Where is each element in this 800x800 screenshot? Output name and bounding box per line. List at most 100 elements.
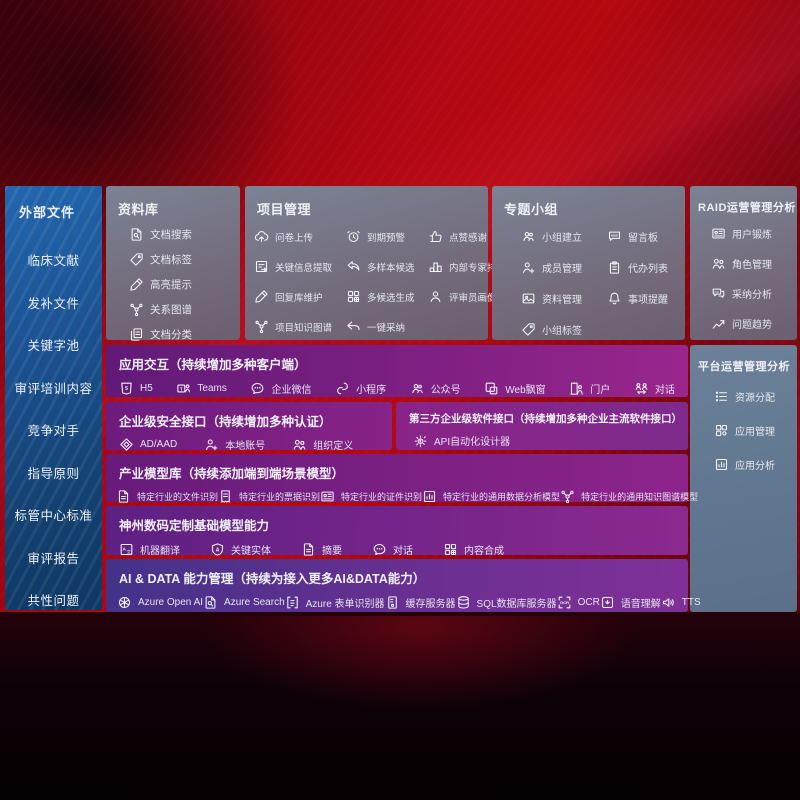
feature-item: 特定行业的证件识别 xyxy=(320,489,422,504)
feature-label: 资源分配 xyxy=(735,393,775,404)
feature-label: 内容合成 xyxy=(464,546,504,557)
feature-label: 项目知识图谱 xyxy=(275,322,333,334)
feature-item: AD/AAD xyxy=(119,437,177,452)
form-recognizer-icon xyxy=(285,595,300,610)
local-account-icon xyxy=(204,437,219,452)
svg-text:QA: QA xyxy=(714,290,719,294)
feature-item: 评审员画像 xyxy=(428,289,506,304)
feature-item: 资料管理 xyxy=(521,291,607,306)
azure-openai-icon xyxy=(117,595,132,610)
teams-icon: T xyxy=(176,381,191,396)
project-management-panel: 项目管理 问卷上传 到期预警 点赞感谢 xyxy=(245,186,506,340)
official-account-icon xyxy=(410,381,425,396)
feature-item: 事项提醒 xyxy=(607,291,681,306)
feature-label: 留言板 xyxy=(628,233,658,244)
feature-label: 企业微信 xyxy=(271,385,312,396)
thirdparty-software-row: 第三方企业级软件接口（持续增加多种企业主流软件接口） API自动化设计器 xyxy=(396,402,688,450)
background-desk-silhouette xyxy=(170,616,670,746)
doc-category-icon xyxy=(129,327,144,342)
feature-label: 评审员画像 xyxy=(449,292,497,304)
due-alarm-icon xyxy=(346,229,361,244)
feature-item: 对话 xyxy=(634,381,675,396)
expert-ranking-icon xyxy=(428,259,443,274)
feature-item: 语音理解 xyxy=(600,595,661,610)
feature-list: Azure Open AI Azure Search Azure 表单识别器 缓… xyxy=(106,595,701,610)
row-title: 第三方企业级软件接口（持续增加多种企业主流软件接口） xyxy=(409,413,682,425)
svg-text:BBS: BBS xyxy=(611,234,618,238)
feature-item: TTS xyxy=(661,595,701,610)
azure-search-icon xyxy=(203,595,218,610)
feature-label: TTS xyxy=(681,597,701,608)
feature-label: 特定行业的文件识别 xyxy=(137,492,219,502)
feature-label: 多候选生成 xyxy=(367,292,415,304)
feature-label: 公众号 xyxy=(430,385,461,396)
ai-data-capability-row: AI & DATA 能力管理（持续为接入更多AI&DATA能力） Azure O… xyxy=(106,559,701,612)
feature-item: 关系图谱 xyxy=(129,302,240,317)
feature-item: 摘要 xyxy=(301,542,342,557)
sidebar-item: 共性问题 xyxy=(27,594,80,608)
data-analysis-model-icon xyxy=(422,489,437,504)
feature-label: 高亮提示 xyxy=(150,279,192,291)
feature-list: 资源分配 应用管理 应用分析 xyxy=(690,374,797,472)
sidebar-item: 发补文件 xyxy=(27,296,80,311)
svg-text:文: 文 xyxy=(127,548,132,555)
feature-item: 应用管理 xyxy=(714,423,797,438)
row-title: 企业级安全接口（持续增加多种认证） xyxy=(119,415,332,429)
feature-item: 小程序 xyxy=(335,381,386,396)
multi-generate-icon xyxy=(346,289,361,304)
feature-label: H5 xyxy=(140,383,153,394)
feature-label: 多样本候选 xyxy=(367,262,415,274)
feature-item: 对话 xyxy=(372,542,413,557)
app-analysis-icon xyxy=(714,457,729,472)
feature-label: 问题趋势 xyxy=(732,320,772,331)
feature-item: 企业微信 xyxy=(250,381,311,396)
feature-item: OCR OCR xyxy=(557,595,600,610)
feature-item: 特定行业的通用数据分析模型 xyxy=(422,489,560,504)
feature-item: T Teams xyxy=(176,381,227,396)
feature-item: 文档分类 xyxy=(129,327,240,342)
feature-label: Teams xyxy=(197,383,227,394)
feature-label: 语音理解 xyxy=(620,599,661,610)
team-create-icon xyxy=(521,229,536,244)
feature-label: 本地账号 xyxy=(225,441,266,452)
external-files-panel: 外部文件 临床文献 发补文件 关键字池 审评培训内容 竞争对手 指导原则 标管中… xyxy=(5,186,102,610)
feature-item: 应用分析 xyxy=(714,457,797,472)
feature-item: 文档搜索 xyxy=(129,227,240,242)
svg-text:A: A xyxy=(123,547,127,552)
feature-item: 问题趋势 xyxy=(711,316,797,331)
feature-label: 摘要 xyxy=(322,546,342,557)
feature-item: 文档标签 xyxy=(129,252,240,267)
feature-label: AD/AAD xyxy=(140,439,178,450)
file-recognition-icon xyxy=(116,489,131,504)
portal-icon xyxy=(569,381,584,396)
svg-text:5: 5 xyxy=(125,386,128,392)
reminder-bell-icon xyxy=(607,291,622,306)
svg-text:T: T xyxy=(180,386,183,391)
feature-label: 缓存服务器 xyxy=(405,599,456,610)
feature-label: 代办列表 xyxy=(628,264,668,275)
panel-title: 平台运营管理分析 xyxy=(698,361,790,373)
feature-label: 特定行业的证件识别 xyxy=(341,492,423,502)
feature-item: 组织定义 xyxy=(292,437,353,452)
group-tag-icon xyxy=(521,322,536,337)
feature-item: 代办列表 xyxy=(607,260,681,275)
feature-item: 项目知识图谱 xyxy=(254,319,344,334)
tts-icon xyxy=(661,595,676,610)
platform-operations-panel: 平台运营管理分析 资源分配 应用管理 应用分析 xyxy=(690,345,797,612)
feature-label: OCR xyxy=(577,597,600,608)
feature-label: 事项提醒 xyxy=(628,295,668,306)
feature-item: 门户 xyxy=(569,381,610,396)
web-popup-icon xyxy=(484,381,499,396)
feature-label: 点赞感谢 xyxy=(449,232,488,244)
feature-label: 文档标签 xyxy=(150,254,192,266)
feature-label: Azure Search xyxy=(224,597,285,608)
feature-item: 到期预警 xyxy=(346,229,426,244)
sidebar-item: 竞争对手 xyxy=(27,424,80,438)
feature-list: 问卷上传 到期预警 点赞感谢 关键信息提取 xyxy=(245,218,506,334)
feature-item: SQL数据库服务器 xyxy=(456,595,557,610)
feature-list: 5 H5 T Teams 企业微信 小程序 xyxy=(106,381,688,396)
member-manage-icon xyxy=(521,260,536,275)
feature-list: API自动化设计器 xyxy=(396,433,688,448)
feature-item: 缓存服务器 xyxy=(385,595,456,610)
